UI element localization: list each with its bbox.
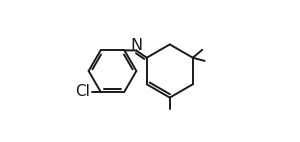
Text: N: N (130, 38, 142, 53)
Text: Cl: Cl (76, 84, 91, 99)
